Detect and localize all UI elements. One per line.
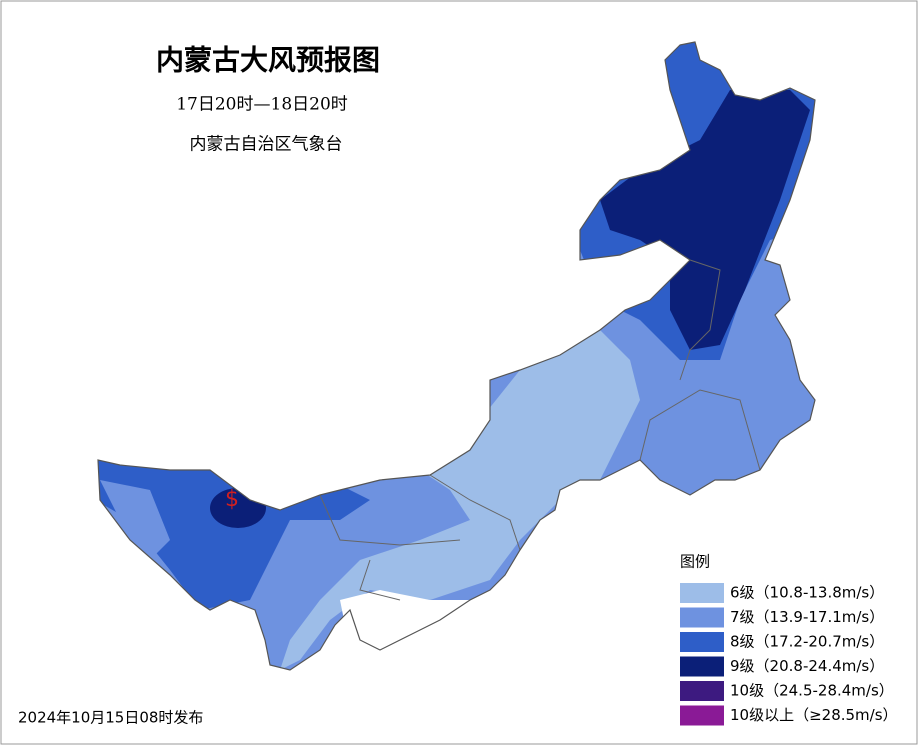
region-borders [319, 259, 761, 601]
issue-date: 2024年10月15日08时发布 [18, 709, 203, 727]
period: 17日20时—18日20时 [176, 95, 348, 115]
legend-label: 10级以上（≥28.5m/s） [730, 706, 898, 724]
legend-swatch [680, 632, 724, 652]
legend-label: 9级（20.8-24.4m/s） [730, 657, 884, 675]
legend-swatch [680, 656, 724, 677]
station-mark: $ [225, 487, 239, 512]
legend-swatch [680, 583, 724, 603]
legend: 6级（10.8-13.8m/s） 7级（13.9-17.1m/s） 8级（17.2-… [680, 583, 898, 726]
title: 内蒙古大风预报图 [156, 44, 380, 77]
issuer: 内蒙古自治区气象台 [190, 135, 343, 155]
legend-label: 8级（17.2-20.7m/s） [730, 633, 884, 651]
legend-swatch [680, 607, 724, 628]
legend-swatch [680, 705, 724, 726]
legend-swatch [680, 681, 724, 701]
legend-label: 7级（13.9-17.1m/s） [730, 608, 884, 626]
legend-title: 图例 [680, 553, 710, 571]
legend-label: 10级（24.5-28.4m/s） [730, 682, 894, 700]
legend-label: 6级（10.8-13.8m/s） [730, 584, 884, 602]
